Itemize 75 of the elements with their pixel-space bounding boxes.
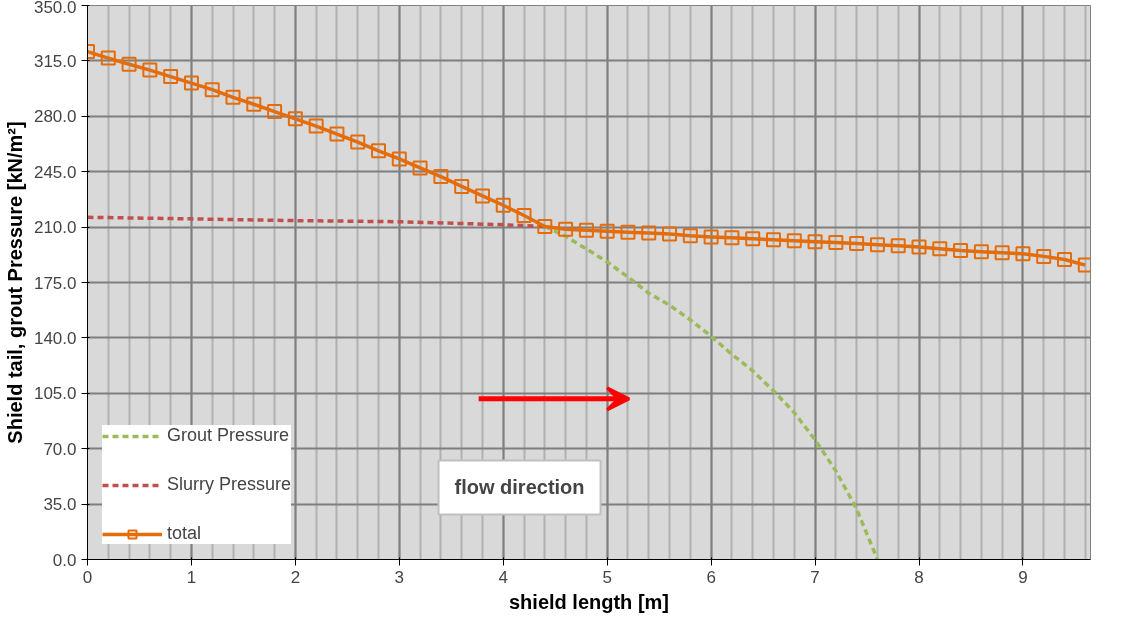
y-tick-label: 140.0	[33, 328, 77, 348]
point	[246, 96, 262, 112]
point	[308, 118, 324, 134]
point	[142, 62, 158, 78]
point	[786, 233, 802, 249]
x-tick-label: 4	[498, 567, 508, 587]
y-axis-title: Shield tail, grout Pressure [kN/m²]	[3, 121, 26, 444]
point	[204, 82, 220, 98]
point	[1077, 257, 1091, 273]
x-tick-label: 8	[914, 567, 924, 587]
x-axis-title: shield length [m]	[509, 590, 669, 613]
point	[932, 241, 948, 257]
point	[745, 231, 761, 247]
point	[994, 245, 1010, 261]
point	[516, 208, 532, 224]
point	[412, 160, 428, 176]
point	[495, 197, 511, 213]
x-tick-label: 3	[394, 567, 405, 587]
point	[703, 229, 719, 245]
x-tick-label: 7	[810, 567, 820, 587]
point	[454, 178, 470, 194]
y-tick-label: 280.0	[33, 107, 77, 127]
point	[100, 50, 116, 66]
point	[973, 244, 989, 260]
point	[183, 75, 199, 91]
point	[1015, 246, 1031, 262]
point	[225, 89, 241, 105]
point	[558, 221, 574, 237]
point	[724, 230, 740, 246]
y-tick-label: 315.0	[33, 51, 77, 71]
point	[765, 232, 781, 248]
point	[911, 239, 927, 255]
point	[1057, 252, 1073, 268]
y-tick-label: 245.0	[33, 162, 77, 182]
x-tick-label: 1	[186, 567, 197, 587]
point	[641, 225, 657, 241]
point	[267, 104, 283, 120]
point	[869, 237, 885, 253]
point	[329, 126, 345, 142]
y-tick-label: 175.0	[33, 273, 77, 293]
y-tick-label: 0.0	[52, 550, 77, 570]
y-tick-label: 35.0	[43, 495, 77, 515]
x-tick-label: 9	[1018, 567, 1028, 587]
x-tick-label: 2	[290, 567, 301, 587]
x-tick-label: 5	[602, 567, 612, 587]
point	[121, 56, 137, 72]
point	[371, 143, 387, 159]
point	[474, 188, 490, 204]
x-tick-label: 0	[82, 567, 93, 587]
point	[163, 69, 179, 85]
legend-label: Slurry Pressure	[167, 474, 292, 495]
point	[287, 111, 303, 127]
x-tick-label: 6	[706, 567, 716, 587]
point	[682, 228, 698, 244]
point	[350, 134, 366, 150]
point	[828, 235, 844, 251]
point	[849, 236, 865, 252]
point	[807, 234, 823, 250]
point	[578, 222, 594, 238]
y-tick-label: 210.0	[33, 218, 77, 238]
y-tick-label: 350.0	[33, 0, 77, 17]
y-tick-label: 70.0	[43, 439, 77, 459]
point	[433, 169, 449, 185]
point	[890, 238, 906, 254]
point	[662, 226, 678, 242]
point	[620, 224, 636, 240]
point	[953, 243, 969, 259]
point	[391, 151, 407, 167]
point	[599, 223, 615, 239]
legend-label: total	[167, 523, 202, 544]
legend-label: Grout Pressure	[167, 425, 290, 446]
point	[537, 218, 553, 234]
annotation: flow direction	[454, 476, 585, 499]
point	[1036, 248, 1052, 264]
y-tick-label: 105.0	[33, 384, 77, 404]
